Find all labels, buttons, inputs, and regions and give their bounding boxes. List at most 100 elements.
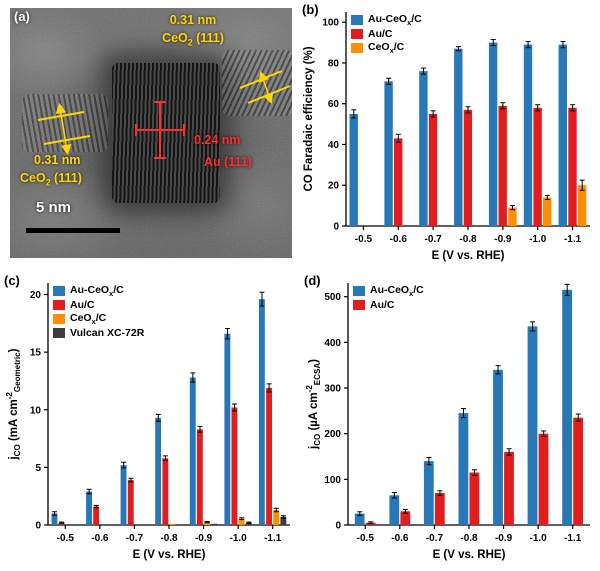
annotation-ceo2-plane-top: CeO2 (111): [162, 31, 224, 48]
y-tick-label: 0: [35, 521, 41, 532]
y-tick-label: 80: [328, 58, 340, 69]
chart-svg: 0 100 200 300 400 500 -0.5 -0.6 -0.7 -0.8 -0.9 -1.0…: [324, 283, 590, 561]
bar-series-2: [577, 185, 587, 226]
ceo2-spacing-arrow-top-right: [258, 71, 274, 104]
x-tick-label: -0.6: [390, 234, 408, 245]
bar-series-0: [224, 333, 231, 525]
y-tick-label: 400: [324, 338, 341, 349]
bar-series-0: [527, 326, 538, 525]
bar-series-1: [469, 472, 480, 525]
y-tick-label: 200: [324, 429, 341, 440]
legend-item: Au/C: [353, 299, 424, 311]
bar-series-0: [258, 299, 265, 525]
bar-series-0: [389, 495, 400, 525]
x-tick-label: -1.1: [564, 533, 582, 544]
x-tick-label: -1.0: [230, 533, 248, 544]
legend-label: CeOx/C: [70, 312, 107, 327]
annotation-ceo2-spacing-top: 0.31 nm: [169, 13, 217, 27]
y-tick-label: 500: [324, 292, 341, 303]
chart-svg: 0 20 40 60 80 100 -0.5 -0.6 -0.7 -0.8 -0.9 -1.0 -1.1…: [322, 12, 590, 262]
bar-series-1: [266, 387, 272, 525]
bar-series-1: [463, 109, 473, 226]
bar-series-0: [189, 377, 196, 525]
y-tick-label: 300: [324, 384, 341, 395]
legend-item: Au-CeOx/C: [53, 284, 144, 298]
bar-series-1: [533, 107, 542, 226]
bar-series-1: [162, 458, 169, 525]
annotation-au-spacing: 0.24 nm: [194, 133, 241, 147]
bar-series-1: [538, 433, 549, 525]
panel-d-ecsa-current-chart: 0 100 200 300 400 500 -0.5 -0.6 -0.7 -0.8 -0.9 -1.0…: [302, 273, 598, 567]
x-tick-label: -0.7: [126, 533, 144, 544]
bar-series-3: [211, 523, 218, 525]
bar-series-0: [349, 113, 358, 226]
bar-series-2: [273, 510, 280, 525]
legend: Au-CeOx/C Au/C CeOx/C: [351, 13, 422, 55]
panel-b-faradaic-efficiency-chart: 0 20 40 60 80 100 -0.5 -0.6 -0.7 -0.8 -0.9 -1.0 -1.1…: [300, 2, 598, 268]
y-axis-title: CO Faradaic efficiency (%): [303, 46, 315, 192]
bar-series-1: [58, 522, 65, 525]
legend-label: Vulcan XC-72R: [70, 327, 145, 340]
bar-series-0: [384, 81, 393, 226]
legend-swatch: [53, 314, 65, 325]
y-tick-label: 15: [30, 348, 42, 359]
bar-series-0: [493, 369, 503, 525]
y-tick-label: 10: [30, 405, 42, 416]
axes: [347, 283, 590, 526]
bar-series-1: [573, 417, 583, 525]
bar-series-0: [523, 44, 533, 226]
y-tick-label: 40: [328, 140, 340, 151]
x-tick-label: -0.5: [357, 533, 375, 544]
legend-swatch: [53, 286, 65, 297]
legend-swatch: [351, 15, 363, 26]
bar-series-1: [428, 113, 438, 226]
legend-item: Au/C: [351, 28, 422, 40]
bar-series-0: [562, 289, 572, 525]
panel-label: (c): [4, 273, 20, 288]
scale-bar: [26, 228, 120, 233]
x-tick-label: -0.7: [426, 533, 444, 544]
au-spacing-crosshair: [135, 101, 185, 159]
panel-a-label: (a): [14, 9, 30, 24]
legend-label: CeOx/C: [368, 41, 405, 56]
x-axis-title: E (V vs. RHE): [133, 549, 206, 561]
x-tick-label: -0.9: [495, 533, 513, 544]
bar-series-0: [155, 417, 162, 525]
legend-item: Au-CeOx/C: [353, 284, 424, 298]
legend-label: Au/C: [370, 299, 395, 312]
bar-series-1: [93, 506, 100, 525]
x-axis-title: E (V vs. RHE): [433, 549, 506, 561]
x-tick-label: -0.7: [425, 234, 443, 245]
panel-a-tem-image: (a) 0.31 nm CeO2 (111) 0.31 nm CeO2 (111…: [10, 8, 292, 258]
y-axis-title: jCO (µA cm-2ECSA): [305, 359, 323, 449]
bar-series-2: [238, 518, 245, 525]
legend-swatch: [351, 29, 363, 40]
y-tick-label: 0: [335, 521, 341, 532]
panel-label: (b): [302, 2, 319, 17]
legend-label: Au-CeOx/C: [370, 284, 424, 299]
x-tick-label: -0.9: [494, 234, 512, 245]
y-tick-label: 20: [30, 290, 42, 301]
bar-series-1: [127, 480, 134, 525]
legend-item: Au/C: [53, 299, 144, 311]
y-tick-label: 60: [328, 99, 340, 110]
x-tick-label: -0.9: [195, 533, 213, 544]
bar-series-1: [394, 138, 403, 226]
x-tick-label: -1.0: [529, 234, 547, 245]
bar-series-0: [51, 513, 58, 525]
legend-item: CeOx/C: [53, 312, 144, 326]
bar-series-0: [558, 44, 567, 226]
bar-series-0: [86, 491, 92, 525]
panel-c-geometric-current-chart: 0 5 10 15 20 -0.5 -0.6 -0.7 -0.8 -0.9 -1.0 -1.1 E (V…: [2, 273, 298, 567]
legend-swatch: [353, 300, 365, 311]
legend: Au-CeOx/C Au/C CeOx/C Vulcan XC-72R: [53, 284, 144, 339]
annotation-au-plane: Au (111): [204, 155, 252, 169]
ceo2-lattice-top-right: [222, 50, 292, 116]
bar-series-1: [196, 429, 203, 525]
x-tick-label: -1.0: [530, 533, 548, 544]
x-tick-label: -0.5: [57, 533, 75, 544]
bar-series-1: [434, 493, 445, 525]
panel-label: (d): [304, 273, 321, 288]
bar-series-0: [120, 465, 127, 525]
x-axis-title: E (V vs. RHE): [432, 250, 505, 262]
